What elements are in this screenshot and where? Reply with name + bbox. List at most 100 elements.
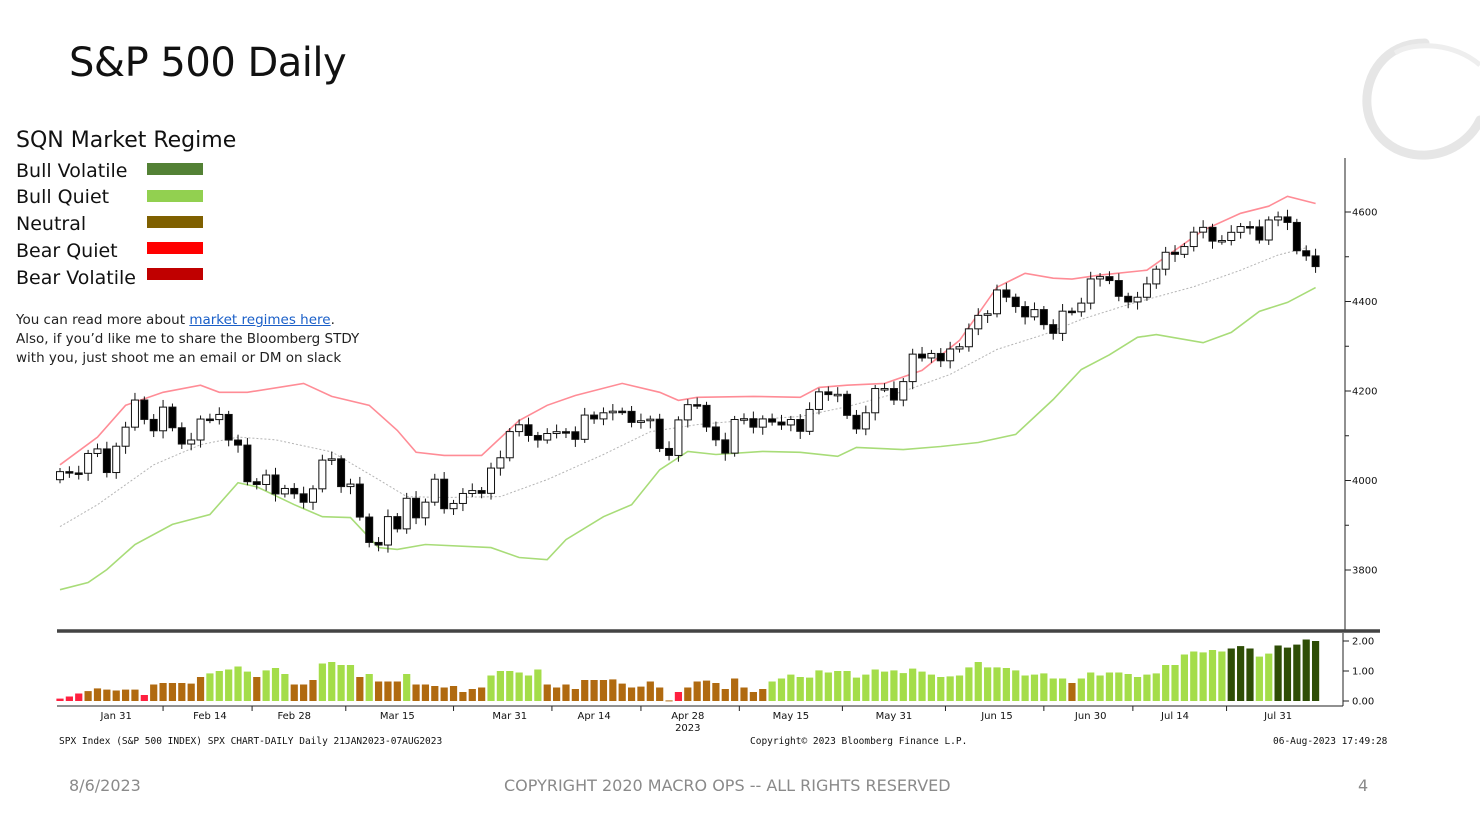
- candle: [1274, 211, 1283, 227]
- candle-body-down: [234, 439, 243, 446]
- candle-body-down: [412, 497, 421, 519]
- candle: [487, 462, 496, 500]
- candle-body-up: [280, 487, 289, 495]
- candle: [196, 415, 205, 448]
- market-regimes-link[interactable]: market regimes here: [189, 312, 331, 328]
- candle-body-up: [468, 490, 477, 494]
- candle-body-up: [187, 439, 196, 445]
- sqn-bar: [777, 678, 786, 701]
- x-tick-label: Apr 28: [671, 711, 704, 722]
- sqn-bar: [955, 675, 964, 701]
- sqn-bar: [150, 684, 158, 701]
- sqn-bar: [93, 688, 102, 701]
- sqn-bar: [731, 678, 739, 701]
- candle-body-down: [337, 458, 346, 488]
- sqn-bar: [1227, 648, 1235, 701]
- sqn-bar: [674, 692, 683, 701]
- sqn-bar: [890, 670, 898, 701]
- candle: [646, 415, 655, 429]
- bloomberg-timestamp: 06-Aug-2023 17:49:28: [1273, 736, 1388, 747]
- candle: [1227, 225, 1236, 246]
- candle-body-up: [1180, 246, 1189, 255]
- sqn-bar: [168, 683, 177, 701]
- candle-body-down: [1067, 310, 1076, 314]
- candle-body-up: [458, 492, 467, 504]
- candle: [149, 414, 158, 438]
- sqn-bar: [1218, 651, 1226, 701]
- candle-body-up: [421, 501, 430, 519]
- sqn-bar: [909, 668, 917, 701]
- candle-body-up: [1264, 219, 1273, 241]
- sqn-bar: [384, 681, 392, 701]
- sqn-bar: [196, 677, 205, 701]
- candle-body-up: [1030, 309, 1039, 318]
- sqn-bar: [403, 674, 411, 701]
- candle-body-up: [758, 418, 767, 428]
- sqn-bar: [140, 695, 148, 701]
- sqn-bar: [506, 671, 514, 701]
- sqn-bar: [1283, 647, 1292, 701]
- candle-body-up: [993, 289, 1001, 315]
- candle: [215, 407, 224, 425]
- candle: [758, 415, 767, 435]
- sqn-bar: [440, 687, 448, 701]
- candle-body-down: [665, 447, 674, 456]
- candle: [1199, 220, 1208, 239]
- candle-body-down: [168, 406, 177, 429]
- candle: [768, 413, 777, 426]
- candle: [252, 478, 261, 490]
- candle-body-up: [861, 412, 870, 430]
- candle: [1039, 306, 1048, 330]
- sqn-bar: [562, 684, 570, 701]
- candle: [1086, 271, 1095, 310]
- candle-body-down: [768, 418, 777, 423]
- candle: [899, 378, 908, 407]
- sqn-bar: [1087, 672, 1095, 701]
- candle-body-down: [1049, 324, 1058, 334]
- candle: [927, 349, 936, 363]
- candle: [983, 310, 992, 323]
- sqn-bar: [656, 687, 664, 701]
- candle-body-down: [1171, 251, 1180, 255]
- candle-body-down: [355, 483, 364, 518]
- sqn-bar: [1133, 677, 1142, 701]
- candle: [468, 483, 477, 498]
- candle: [608, 404, 617, 421]
- candle: [618, 407, 627, 415]
- candle: [1245, 221, 1254, 235]
- candle: [159, 399, 168, 439]
- sqn-bar: [1162, 665, 1170, 701]
- candle-body-down: [655, 418, 664, 449]
- sqn-bar: [421, 684, 430, 701]
- candle: [524, 417, 533, 442]
- candle: [1302, 245, 1311, 261]
- sqn-tick-label: 0.00: [1352, 697, 1374, 708]
- candle: [889, 381, 898, 405]
- candle: [168, 403, 177, 432]
- sqn-bar: [974, 662, 982, 701]
- sqn-bar: [1124, 674, 1132, 701]
- candle: [355, 476, 364, 521]
- candle-body-down: [393, 516, 402, 530]
- candle-body-down: [711, 426, 720, 441]
- candle: [402, 492, 411, 534]
- x-tick-label: Jul 14: [1160, 711, 1189, 722]
- sqn-bar: [1180, 654, 1188, 701]
- sqn-bar: [646, 681, 654, 701]
- candle-body-up: [1161, 251, 1170, 270]
- sqn-bar: [1255, 656, 1263, 701]
- candle-body-up: [964, 328, 973, 348]
- sqn-bar: [824, 672, 832, 701]
- candle-body-up: [84, 452, 93, 474]
- sqn-bar: [131, 689, 139, 701]
- candle: [477, 486, 486, 499]
- sqn-bar: [815, 670, 823, 701]
- sqn-bar: [300, 684, 308, 701]
- candle: [421, 498, 430, 526]
- candle: [908, 348, 917, 390]
- sqn-bar: [412, 684, 420, 701]
- candle-body-up: [543, 433, 552, 441]
- candle: [543, 428, 552, 444]
- candle-body-up: [56, 471, 64, 481]
- footer-date: 8/6/2023: [69, 776, 141, 795]
